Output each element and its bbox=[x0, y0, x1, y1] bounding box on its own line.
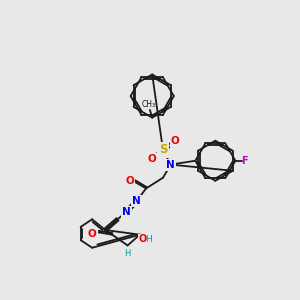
Text: H: H bbox=[124, 249, 131, 258]
Text: S: S bbox=[159, 145, 167, 155]
Text: F: F bbox=[241, 156, 248, 166]
Text: O: O bbox=[148, 154, 157, 164]
Text: H: H bbox=[145, 235, 152, 244]
Text: O: O bbox=[138, 234, 146, 244]
Text: S: S bbox=[159, 143, 167, 157]
Text: O: O bbox=[171, 136, 180, 146]
Text: N: N bbox=[122, 207, 131, 217]
Text: O: O bbox=[125, 176, 134, 186]
Text: O: O bbox=[88, 229, 97, 239]
Text: N: N bbox=[166, 160, 175, 170]
Text: CH₃: CH₃ bbox=[142, 100, 156, 109]
Text: N: N bbox=[132, 196, 141, 206]
